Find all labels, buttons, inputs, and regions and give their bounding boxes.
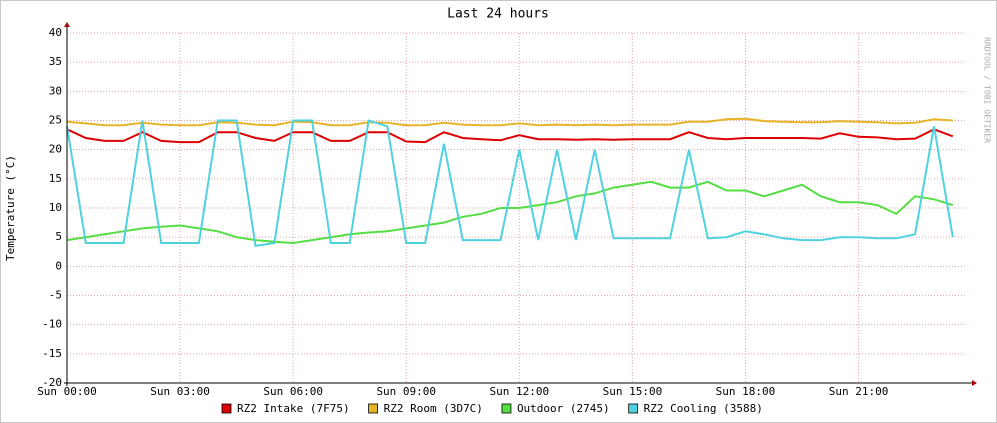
series-line xyxy=(66,180,954,245)
legend-swatch xyxy=(628,403,639,414)
x-tick-label: Sun 21:00 xyxy=(829,385,889,398)
y-tick-label: 40 xyxy=(49,26,62,39)
y-tick-label: -10 xyxy=(42,318,62,331)
x-tick-label: Sun 03:00 xyxy=(150,385,210,398)
y-tick-label: 25 xyxy=(49,114,62,127)
chart-title: Last 24 hours xyxy=(447,7,549,22)
watermark: RRDTOOL / TOBI OETIKER xyxy=(983,37,992,143)
x-tick-label: Sun 12:00 xyxy=(490,385,550,398)
y-tick-label: -5 xyxy=(49,289,62,302)
legend-label: RZ2 Cooling (3588) xyxy=(644,402,763,415)
y-tick-label: 5 xyxy=(55,230,62,243)
series-line xyxy=(66,117,953,127)
y-tick-label: -20 xyxy=(42,376,62,389)
x-tick-label: Sun 00:00 xyxy=(37,385,97,398)
y-tick-label: 20 xyxy=(49,143,62,156)
x-tick-label: Sun 09:00 xyxy=(376,385,436,398)
series-line xyxy=(66,119,954,248)
legend-label: RZ2 Room (3D7C) xyxy=(384,402,483,415)
y-axis-arrow xyxy=(64,22,70,27)
legend-label: RZ2 Intake (7F75) xyxy=(237,402,350,415)
series-line xyxy=(66,128,954,144)
y-tick-label: 0 xyxy=(55,259,62,272)
x-tick-label: Sun 06:00 xyxy=(263,385,323,398)
y-tick-label: 15 xyxy=(49,172,62,185)
y-axis-label: Temperature (°C) xyxy=(4,155,17,261)
y-tick-label: 10 xyxy=(49,201,62,214)
legend-swatch xyxy=(368,403,378,414)
x-tick-label: Sun 15:00 xyxy=(603,385,663,398)
y-tick-label: -15 xyxy=(42,347,62,360)
legend-swatch xyxy=(221,403,232,414)
legend-label: Outdoor (2745) xyxy=(517,402,610,415)
y-tick-label: 35 xyxy=(49,55,62,68)
y-tick-label: 30 xyxy=(49,84,62,97)
x-tick-label: Sun 18:00 xyxy=(716,385,776,398)
legend-swatch xyxy=(501,403,512,414)
x-axis-arrow xyxy=(972,380,977,386)
